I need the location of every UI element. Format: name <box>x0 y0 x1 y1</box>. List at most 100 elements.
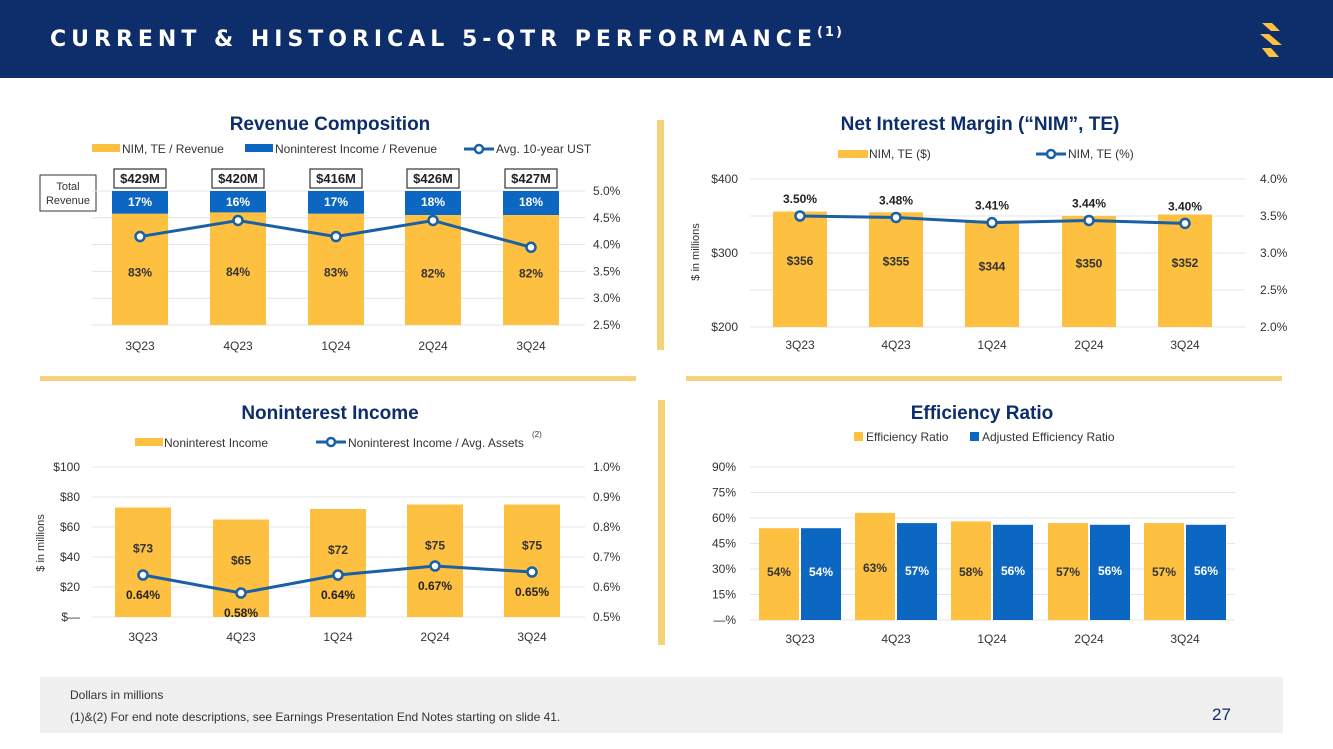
legend-label-nim-dollars: NIM, TE ($) <box>869 147 931 161</box>
revenue-composition-chart: Revenue Composition NIM, TE / Revenue No… <box>39 114 621 353</box>
divider-vertical-bottom <box>658 400 665 645</box>
left-axis-tick: 45% <box>712 537 736 551</box>
total-revenue-value: $420M <box>218 171 258 186</box>
x-axis-tick: 2Q24 <box>420 630 450 644</box>
right-axis-tick: 4.0% <box>1260 172 1288 186</box>
label-nonint-share: 16% <box>226 195 250 209</box>
bar-efficiency <box>1144 523 1184 620</box>
label-nim-share: 83% <box>128 266 152 280</box>
left-axis-tick: 30% <box>712 562 736 576</box>
total-revenue-box <box>309 168 363 189</box>
x-axis-tick: 3Q23 <box>125 339 155 353</box>
legend-label-ust: Avg. 10-year UST <box>496 142 592 156</box>
total-revenue-box <box>211 168 265 189</box>
bar-adjusted-efficiency <box>801 528 841 620</box>
chart-title: Revenue Composition <box>230 114 431 135</box>
left-axis-tick: $— <box>61 610 80 624</box>
legend-label-nim-pct: NIM, TE (%) <box>1068 147 1134 161</box>
bar-nonint-share <box>210 191 266 213</box>
nonint-ratio-point <box>235 587 247 599</box>
bar-nonint-income <box>310 509 366 617</box>
bar-nim-dollars <box>869 212 923 327</box>
x-axis-tick: 1Q24 <box>323 630 353 644</box>
chart-legend: NIM, TE ($) NIM, TE (%) <box>838 147 1134 161</box>
nonint-ratio-point <box>526 566 538 578</box>
left-axis-tick: $200 <box>711 320 738 334</box>
total-revenue-box: Total Revenue <box>39 174 97 212</box>
x-axis-tick: 1Q24 <box>321 339 351 353</box>
x-axis-tick: 3Q24 <box>517 630 547 644</box>
legend-label-efficiency: Efficiency Ratio <box>866 430 949 444</box>
label-nim-dollars: $352 <box>1172 256 1199 270</box>
ust-point <box>427 214 439 227</box>
legend-label-nonint: Noninterest Income / Revenue <box>275 142 437 156</box>
bar-nonint-income <box>504 504 560 617</box>
nim-pct-point <box>794 210 806 222</box>
right-axis-tick: 3.0% <box>1260 246 1288 260</box>
x-axis-tick: 2Q24 <box>418 339 448 353</box>
right-axis-tick: 4.5% <box>593 211 621 225</box>
label-adjusted-efficiency: 56% <box>1001 564 1025 578</box>
divider-vertical-top <box>657 120 664 350</box>
company-logo <box>1260 23 1282 57</box>
label-nonint-share: 18% <box>421 195 445 209</box>
divider-horizontal-right <box>686 376 1282 381</box>
label-nim-dollars: $344 <box>979 259 1006 273</box>
total-revenue-value: $429M <box>120 171 160 186</box>
right-axis-tick: 0.9% <box>593 490 621 504</box>
label-nonint-income: $75 <box>522 539 542 553</box>
legend-endnote: (2) <box>532 430 542 439</box>
label-adjusted-efficiency: 57% <box>905 564 929 578</box>
chart-legend: NIM, TE / Revenue Noninterest Income / R… <box>92 142 592 156</box>
bar-nonint-share <box>112 191 168 214</box>
total-revenue-box <box>113 168 167 189</box>
legend-label-nonint-ratio: Noninterest Income / Avg. Assets <box>348 436 524 450</box>
right-axis-tick: 2.0% <box>1260 320 1288 334</box>
ust-point <box>232 214 244 227</box>
bar-adjusted-efficiency <box>993 524 1033 620</box>
left-axis-tick: $400 <box>711 172 738 186</box>
y-axis-label: $ in millions <box>690 223 702 281</box>
total-revenue-value: $426M <box>413 171 453 186</box>
bar-nim-share <box>210 212 266 325</box>
left-axis-tick: $20 <box>60 580 80 594</box>
nim-chart: Net Interest Margin (“NIM”, TE) NIM, TE … <box>690 114 1288 352</box>
legend-swatch-nim-dollars <box>838 150 868 158</box>
label-nonint-income: $75 <box>425 539 445 553</box>
right-axis-tick: 3.5% <box>593 264 621 278</box>
label-efficiency: 63% <box>863 561 887 575</box>
left-axis-tick: $80 <box>60 490 80 504</box>
x-axis-tick: 4Q23 <box>223 339 253 353</box>
x-axis-tick: 4Q23 <box>226 630 256 644</box>
legend-swatch-efficiency <box>854 432 863 441</box>
label-nim-share: 84% <box>226 265 250 279</box>
x-axis-tick: 4Q23 <box>881 338 911 352</box>
chart-legend: Noninterest Income Noninterest Income / … <box>135 430 542 450</box>
right-axis-tick: 0.7% <box>593 550 621 564</box>
legend-swatch-adjusted <box>970 432 979 441</box>
legend-marker-nonint-ratio <box>325 436 337 448</box>
nonint-ratio-point <box>429 560 441 572</box>
left-axis-tick: $300 <box>711 246 738 260</box>
x-axis-tick: 3Q23 <box>785 632 815 646</box>
label-nim-pct: 3.44% <box>1072 196 1106 210</box>
label-nonint-ratio: 0.58% <box>224 606 258 620</box>
bar-nim-share <box>503 215 559 325</box>
label-nonint-income: $65 <box>231 554 251 568</box>
left-axis-tick: 90% <box>712 460 736 474</box>
left-axis-tick: —% <box>713 613 736 627</box>
legend-swatch-nim <box>92 144 120 152</box>
nonint-ratio-point <box>332 569 344 581</box>
label-nim-share: 82% <box>421 266 445 280</box>
label-nim-dollars: $350 <box>1076 257 1103 271</box>
page-title: CURRENT & HISTORICAL 5-QTR PERFORMANCE(1… <box>50 25 844 52</box>
left-axis-tick: $40 <box>60 550 80 564</box>
right-axis-tick: 0.6% <box>593 580 621 594</box>
total-revenue-box <box>504 168 558 189</box>
x-axis-tick: 4Q23 <box>881 632 911 646</box>
label-nim-dollars: $356 <box>787 254 814 268</box>
bar-nonint-share <box>405 191 461 216</box>
label-nonint-share: 17% <box>324 195 348 209</box>
left-axis-tick: $60 <box>60 520 80 534</box>
bar-nim-dollars <box>965 220 1019 327</box>
